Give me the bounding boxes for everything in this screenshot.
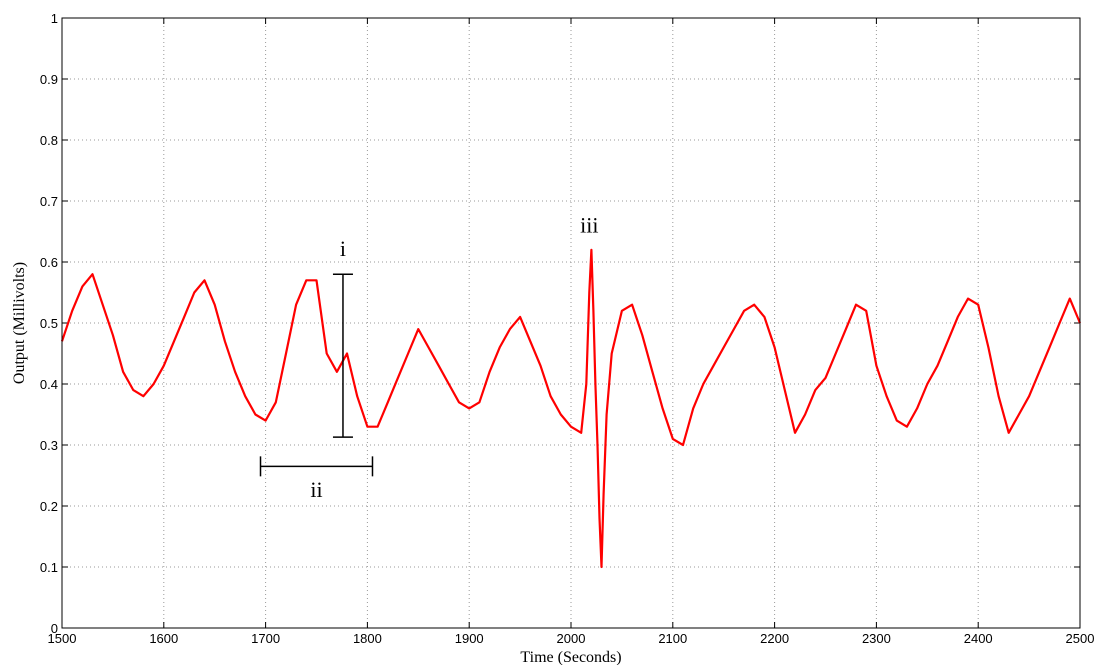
x-tick-label: 2200 [760,631,789,646]
plot-frame [61,17,1081,629]
series-line [60,248,1082,569]
x-tick-label: 1700 [251,631,280,646]
y-tick-label: 0.9 [40,72,58,87]
x-tick-label: 2000 [557,631,586,646]
y-tick-label: 0.2 [40,499,58,514]
x-axis-label: Time (Seconds) [520,649,621,665]
annotation-label-iii: iii [580,213,598,238]
x-tick-label: 2500 [1066,631,1095,646]
grid-lines [62,18,1080,628]
y-tick-label: 0.1 [40,560,58,575]
y-tick-label: 0.4 [40,377,58,392]
y-tick-label: 0.3 [40,438,58,453]
x-tick-label: 2100 [658,631,687,646]
x-tick-label: 1500 [48,631,77,646]
x-tick-label: 2300 [862,631,891,646]
x-axis-ticks: 1500 1600 1700 1800 1900 2000 2100 2200 2300 2400… [48,18,1095,646]
x-tick-label: 1800 [353,631,382,646]
y-tick-label: 0.5 [40,316,58,331]
x-tick-label: 1900 [455,631,484,646]
annotation-label-ii: ii [310,477,322,502]
y-tick-label: 0.7 [40,194,58,209]
y-tick-label: 1 [51,11,58,26]
y-tick-label: 0.8 [40,133,58,148]
y-tick-label: 0 [51,621,58,636]
y-tick-label: 0.6 [40,255,58,270]
x-tick-label: 2400 [964,631,993,646]
y-axis-ticks: 0 0.1 0.2 0.3 0.4 0.5 0.6 0.7 0.8 0.9 1 [40,11,1080,636]
y-axis-label: Output (Millivolts) [11,262,28,384]
annotation-label-i: i [340,236,346,261]
x-tick-label: 1600 [149,631,178,646]
